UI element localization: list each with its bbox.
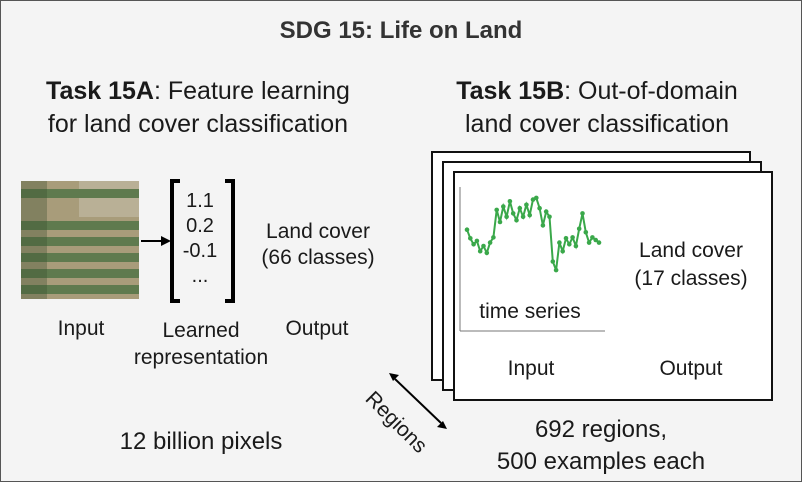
series-point <box>553 267 559 273</box>
task-b-output-line1: Land cover <box>639 239 743 262</box>
learned-line2: representation <box>133 346 269 369</box>
series-point <box>481 243 486 249</box>
series-point <box>474 238 480 244</box>
series-point <box>504 214 509 220</box>
vector-value: ... <box>191 265 209 287</box>
series-point <box>510 211 516 216</box>
regions-arrow-head-end <box>437 421 447 429</box>
vector-value: 0.2 <box>186 215 214 237</box>
task-15b-rest: : Out-of-domain <box>564 77 738 105</box>
task-a-learned-label: Learned representation <box>134 317 268 371</box>
task-a-output-text: Land cover (66 classes) <box>261 219 374 271</box>
series-point <box>491 235 496 240</box>
series-point <box>534 195 539 201</box>
satellite-image <box>21 181 139 299</box>
learned-vector: 1.1 0.2 -0.1 ... <box>177 189 223 289</box>
task-a-footer: 12 billion pixels <box>119 428 283 455</box>
series-point <box>524 202 529 208</box>
series-point <box>547 214 552 220</box>
time-series-label: time series <box>479 300 581 323</box>
task-b-output-line2: (17 classes) <box>634 267 748 290</box>
task-a-output-label: Output <box>285 317 349 340</box>
series-point <box>540 223 546 228</box>
series-point <box>497 219 503 225</box>
series-point <box>586 240 592 245</box>
task-15a-bold: Task 15A <box>46 77 154 105</box>
series-point <box>567 242 572 247</box>
learned-line1: Learned <box>162 319 240 342</box>
figure-title: SDG 15: Life on Land <box>279 17 523 44</box>
vector-value: -0.1 <box>182 240 218 262</box>
crop-row <box>21 221 139 230</box>
series-point <box>543 209 549 214</box>
crop-row <box>21 253 139 262</box>
task-b-footer: 692 regions, 500 examples each <box>497 414 705 478</box>
series-point <box>563 236 569 241</box>
series-point <box>520 214 526 220</box>
series-point <box>557 240 562 245</box>
input-arrow-head <box>161 236 171 246</box>
series-point <box>471 242 476 247</box>
task-b-output-text: Land cover (17 classes) <box>634 237 747 293</box>
satellite-shadow <box>21 181 47 299</box>
series-point <box>468 236 473 241</box>
task-a-output-line2: (66 classes) <box>261 246 375 269</box>
series-point <box>507 199 513 204</box>
series-point <box>517 205 523 211</box>
time-series-plot <box>464 195 602 273</box>
series-point <box>514 217 519 223</box>
series-point <box>576 226 582 232</box>
series-point <box>580 211 585 216</box>
series-point <box>560 248 565 254</box>
series-point <box>593 237 598 243</box>
series-point <box>573 243 579 249</box>
crop-row <box>21 237 139 246</box>
series-point <box>590 235 595 240</box>
task-b-output-label: Output <box>659 357 723 380</box>
series-point <box>550 259 556 264</box>
series-point <box>537 205 542 211</box>
series-point <box>487 240 493 245</box>
series-line <box>466 196 600 271</box>
task-15b-bold: Task 15B <box>456 77 565 105</box>
task-b-footer-line1: 692 regions, <box>534 416 668 443</box>
task-15b-line2: land cover classification <box>464 110 729 138</box>
task-15a-heading: Task 15A: Feature learning for land cove… <box>46 75 350 141</box>
task-b-footer-line2: 500 examples each <box>496 448 706 475</box>
crop-row <box>21 285 139 294</box>
series-point <box>494 207 500 213</box>
task-a-input-label: Input <box>57 317 105 340</box>
series-point <box>570 235 575 240</box>
series-point <box>484 250 490 256</box>
series-point <box>501 204 506 209</box>
task-b-input-label: Input <box>507 357 555 380</box>
task-15a-line2: for land cover classification <box>47 110 349 138</box>
crop-row <box>21 189 139 198</box>
series-point <box>477 248 483 254</box>
series-point <box>596 240 602 245</box>
series-point <box>464 227 470 232</box>
regions-arrow-line <box>394 378 442 424</box>
series-point <box>583 230 589 235</box>
left-bracket <box>170 179 180 303</box>
series-point <box>527 212 532 218</box>
task-15a-rest: : Feature learning <box>153 77 350 105</box>
region-card-front <box>453 171 773 401</box>
satellite-bare-field <box>79 181 139 217</box>
task-15b-heading: Task 15B: Out-of-domain land cover class… <box>456 75 738 141</box>
task-a-output-line1: Land cover <box>266 220 370 243</box>
regions-arrow-head-start <box>389 373 399 381</box>
right-bracket <box>225 179 235 303</box>
vector-value: 1.1 <box>186 190 214 212</box>
crop-row <box>21 269 139 278</box>
